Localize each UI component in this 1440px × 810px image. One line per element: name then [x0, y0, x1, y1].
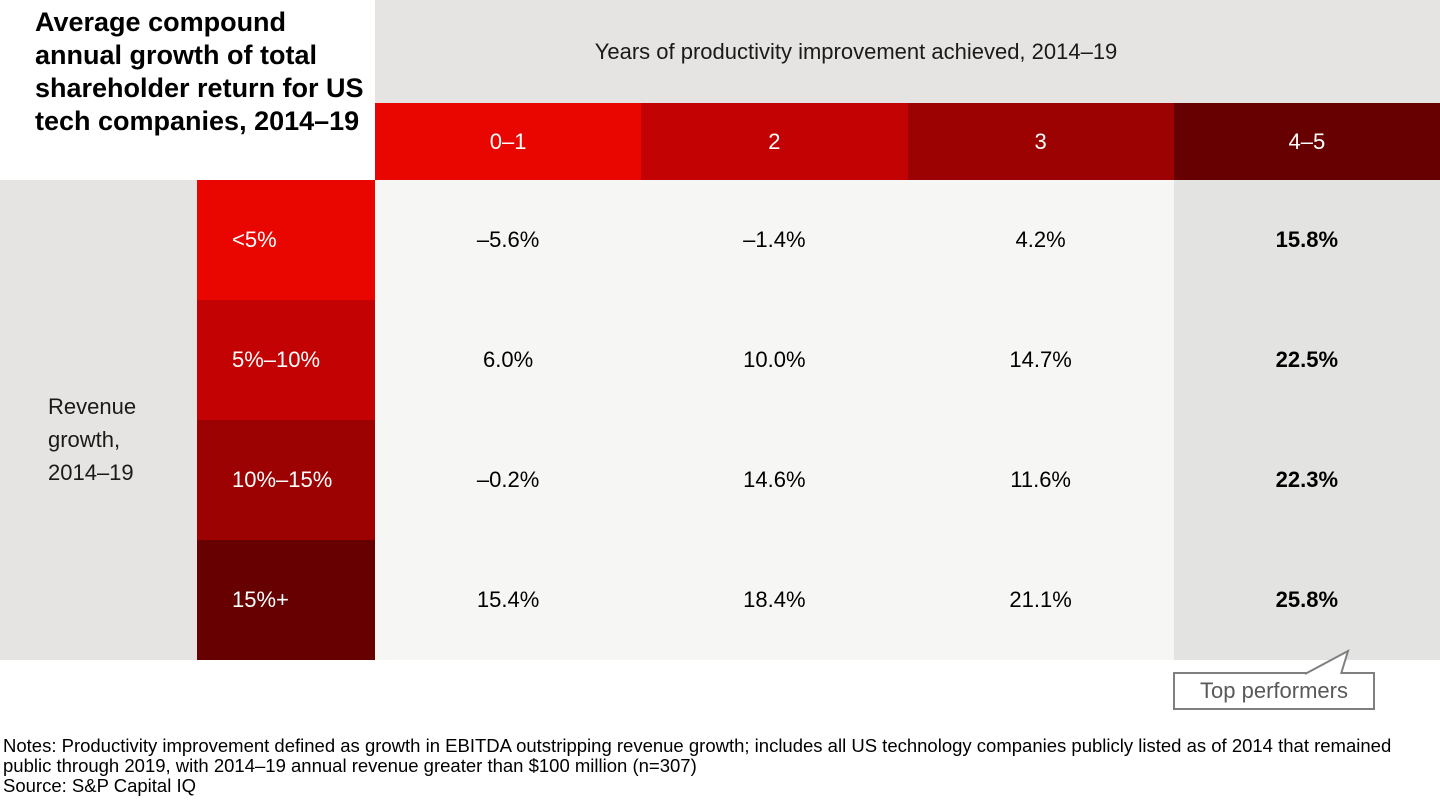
source-text: Source: S&P Capital IQ	[3, 775, 196, 796]
value-cell: 25.8%	[1173, 540, 1440, 660]
value-cell: 18.4%	[641, 540, 908, 660]
value-cell: –1.4%	[641, 180, 908, 300]
column-headers: 0–1 2 3 4–5	[375, 103, 1440, 180]
column-header-cell: 0–1	[375, 103, 642, 180]
row-label-cell: 5%–10%	[197, 300, 375, 420]
row-label-cell: <5%	[197, 180, 375, 300]
row-label-cell: 10%–15%	[197, 420, 375, 540]
column-group-band: Years of productivity improvement achiev…	[375, 0, 1440, 103]
column-header-cell: 3	[907, 103, 1174, 180]
top-performers-callout: Top performers	[1173, 672, 1375, 710]
value-cell: 21.1%	[907, 540, 1174, 660]
value-cell: 6.0%	[375, 300, 642, 420]
column-header-cell: 4–5	[1173, 103, 1440, 180]
footnotes: Notes: Productivity improvement defined …	[3, 736, 1399, 796]
value-cell: 4.2%	[907, 180, 1174, 300]
value-cell: 14.7%	[907, 300, 1174, 420]
column-group-label: Years of productivity improvement achiev…	[594, 38, 1118, 64]
value-cell: 15.8%	[1173, 180, 1440, 300]
value-cell: 15.4%	[375, 540, 642, 660]
value-cell: 22.3%	[1173, 420, 1440, 540]
heatmap-grid: –5.6% –1.4% 4.2% 15.8% 6.0% 10.0% 14.7% 22.5% –0…	[375, 180, 1440, 660]
value-cell: 22.5%	[1173, 300, 1440, 420]
notes-text: Notes: Productivity improvement defined …	[3, 735, 1392, 776]
value-cell: –0.2%	[375, 420, 642, 540]
row-group-band: Revenue growth, 2014–19	[0, 180, 197, 660]
callout-tail-icon	[1304, 648, 1350, 675]
callout-label: Top performers	[1200, 678, 1348, 703]
row-labels: <5% 5%–10% 10%–15% 15%+	[197, 180, 375, 660]
column-header-cell: 2	[641, 103, 908, 180]
row-group-label: Revenue growth, 2014–19	[48, 394, 137, 485]
value-cell: 11.6%	[907, 420, 1174, 540]
value-cell: 10.0%	[641, 300, 908, 420]
chart-title: Average compound annual growth of total …	[35, 7, 364, 136]
value-cell: –5.6%	[375, 180, 642, 300]
row-label-cell: 15%+	[197, 540, 375, 660]
value-cell: 14.6%	[641, 420, 908, 540]
